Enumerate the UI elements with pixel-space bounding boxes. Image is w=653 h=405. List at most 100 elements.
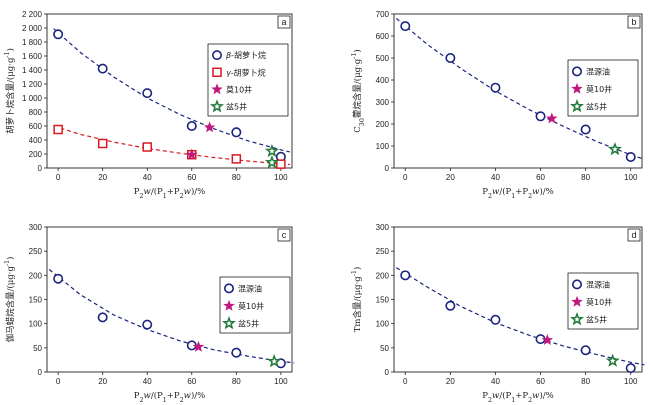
x-tick-label: 20 (446, 377, 455, 386)
panel-letter-box (277, 15, 291, 29)
y-tick-label: 1 600 (22, 52, 43, 61)
panel-letter: b (631, 17, 636, 27)
legend-label: 莫10井 (226, 84, 252, 94)
fit-curve (48, 269, 295, 364)
legend-marker (212, 50, 223, 61)
data-point-hollowstar (264, 143, 279, 158)
legend-label: 混源油 (238, 283, 262, 293)
x-tick-label: 80 (232, 173, 241, 182)
data-point-circle (400, 270, 411, 281)
legend-label: 盆5井 (226, 102, 247, 112)
y-tick-label: 50 (33, 344, 42, 353)
x-tick-label: 80 (581, 377, 590, 386)
legend-marker (571, 66, 582, 77)
data-point-square (97, 138, 108, 149)
legend-marker (224, 283, 235, 294)
chart-panel-d: 0 20 40 60 80 100 0 50 100 150 200 250 300 P2w/(P1+P2… (350, 223, 645, 404)
y-tick-label: 0 (385, 164, 390, 173)
panel-letter: d (631, 230, 636, 240)
y-tick-label: 2 000 (22, 24, 43, 33)
y-tick-label: 0 (385, 368, 390, 377)
x-tick-label: 20 (98, 173, 107, 182)
data-point-hollowstar (267, 354, 282, 368)
data-point-circle (53, 29, 64, 40)
legend-marker (571, 82, 583, 94)
legend-label: 混源油 (586, 279, 610, 289)
x-tick-label: 60 (187, 377, 196, 386)
data-point-square (231, 154, 242, 164)
data-point-square (53, 124, 63, 135)
x-tick-label: 0 (403, 173, 408, 182)
data-point-circle (142, 88, 153, 99)
x-axis-label: P2w/(P1+P2w)/% (482, 390, 553, 404)
data-point-hollowstar (607, 141, 622, 156)
y-axis-label: 胡萝卜烷含量/(μg·g-1) (3, 48, 16, 134)
data-point-square (276, 159, 286, 169)
y-axis-label: Tm含量/(μg·g-1) (350, 267, 363, 333)
x-tick-label: 100 (624, 173, 638, 182)
data-point-circle (97, 63, 108, 74)
y-tick-label: 300 (29, 223, 43, 232)
y-tick-label: 400 (29, 136, 43, 145)
y-tick-label: 200 (376, 120, 390, 129)
y-tick-label: 100 (29, 320, 43, 329)
data-point-circle (535, 111, 546, 122)
data-point-hollowstar (264, 155, 279, 169)
x-tick-label: 100 (274, 377, 288, 386)
fit-curve (53, 125, 290, 166)
x-tick-label: 100 (274, 173, 288, 182)
x-tick-label: 40 (143, 377, 152, 386)
x-tick-label: 60 (536, 173, 545, 182)
chart-panel-b: 0 20 40 60 80 100 0 100 200 300 400 500 600 700 P2w/(P… (350, 10, 645, 200)
chart-panel-c: 0 20 40 60 80 100 0 50 100 150 200 250 300 P2w/(P1+P2… (3, 223, 295, 404)
y-tick-label: 200 (376, 271, 390, 280)
panel-letter-box (627, 228, 641, 242)
fit-curve (395, 267, 645, 366)
data-point-circle (53, 273, 64, 284)
y-tick-label: 600 (376, 32, 390, 41)
y-tick-label: 1 400 (22, 66, 43, 75)
y-tick-label: 200 (29, 271, 43, 280)
x-tick-label: 40 (143, 173, 152, 182)
x-axis-label: P2w/(P1+P2w)/% (134, 390, 205, 404)
y-tick-label: 300 (376, 223, 390, 232)
legend-label: 盆5井 (586, 101, 607, 111)
x-tick-label: 20 (446, 173, 455, 182)
y-tick-label: 300 (376, 98, 390, 107)
y-tick-label: 250 (376, 247, 390, 256)
y-tick-label: 50 (380, 344, 389, 353)
y-tick-label: 1 200 (22, 80, 43, 89)
data-point-star (192, 340, 205, 352)
legend-marker (210, 99, 224, 113)
data-point-circle (580, 124, 591, 135)
data-point-circle (445, 300, 456, 311)
panel-letter: a (281, 17, 286, 27)
legend-marker (222, 316, 236, 330)
legend-label: γ-胡萝卜烷 (226, 67, 266, 77)
y-tick-label: 100 (376, 142, 390, 151)
legend-label: 混源油 (586, 66, 610, 76)
legend-marker (571, 295, 583, 307)
x-tick-label: 80 (232, 377, 241, 386)
data-point-circle (97, 312, 108, 323)
y-tick-label: 1 000 (22, 94, 43, 103)
y-tick-label: 150 (376, 296, 390, 305)
data-point-circle (186, 121, 197, 132)
legend-label: 莫10井 (586, 297, 612, 307)
data-point-circle (400, 21, 411, 32)
data-point-circle (580, 345, 591, 356)
data-point-circle (490, 82, 501, 93)
plot-frame (393, 13, 643, 169)
data-point-star (541, 334, 554, 345)
y-axis-label: C30藿烷含量/(μg·g-1) (350, 49, 366, 132)
x-tick-label: 60 (187, 173, 196, 182)
panel-letter: c (282, 230, 287, 240)
legend-label: 盆5井 (586, 314, 607, 324)
x-tick-label: 40 (491, 173, 500, 182)
data-point-star (186, 148, 198, 160)
